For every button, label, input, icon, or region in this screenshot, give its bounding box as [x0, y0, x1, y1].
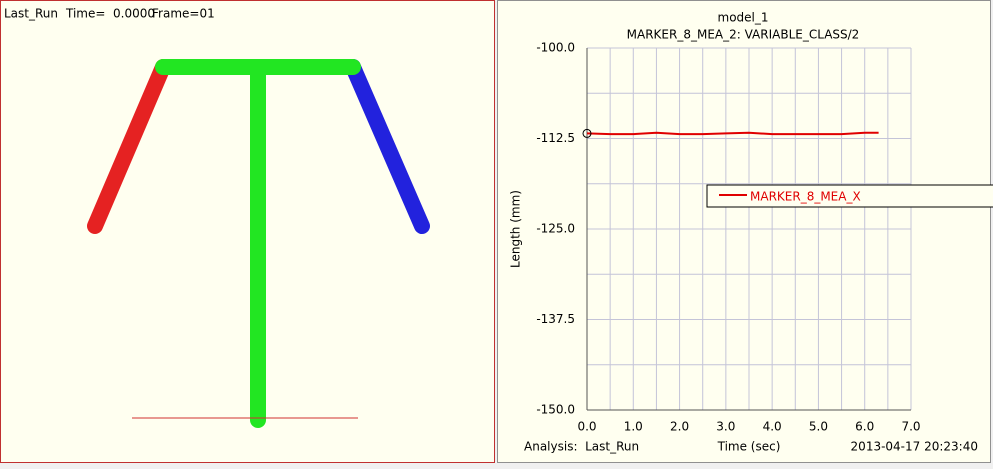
- left-link: [87, 59, 171, 234]
- right-link: [345, 59, 430, 234]
- data-line: [586, 131, 879, 136]
- plot-panel: [497, 0, 991, 463]
- animation-panel: [0, 0, 495, 463]
- x-tick-label: 0.0: [577, 420, 596, 434]
- time-readout: Time= 0.0000: [65, 7, 155, 21]
- legend-box: [706, 184, 993, 208]
- x-tick-label: 2.0: [670, 420, 689, 434]
- chart-subtitle: MARKER_8_MEA_2: VARIABLE_CLASS/2: [627, 28, 860, 42]
- frame-readout: Frame=01: [152, 7, 215, 21]
- timestamp: 2013-04-17 20:23:40: [851, 440, 978, 454]
- start-marker: [582, 128, 592, 138]
- y-axis-label: Length (mm): [509, 190, 523, 268]
- legend-label: MARKER_8_MEA_X: [750, 190, 861, 204]
- run-name: Last_Run: [4, 7, 58, 21]
- y-tick-label: -112.5: [536, 131, 575, 145]
- x-tick-label: 7.0: [901, 420, 920, 434]
- x-tick-label: 5.0: [809, 420, 828, 434]
- x-tick-label: 4.0: [763, 420, 782, 434]
- y-tick-label: -150.0: [536, 403, 575, 417]
- y-tick-label: -125.0: [536, 222, 575, 236]
- y-tick-label: -137.5: [536, 312, 575, 326]
- x-tick-label: 3.0: [716, 420, 735, 434]
- x-tick-label: 6.0: [855, 420, 874, 434]
- mechanism: [87, 59, 430, 428]
- x-tick-label: 1.0: [624, 420, 643, 434]
- y-tick-label: -100.0: [536, 41, 575, 55]
- x-axis-label: Time (sec): [717, 440, 781, 454]
- chart-title: model_1: [718, 11, 769, 25]
- analysis-label: Analysis: Last_Run: [524, 440, 639, 454]
